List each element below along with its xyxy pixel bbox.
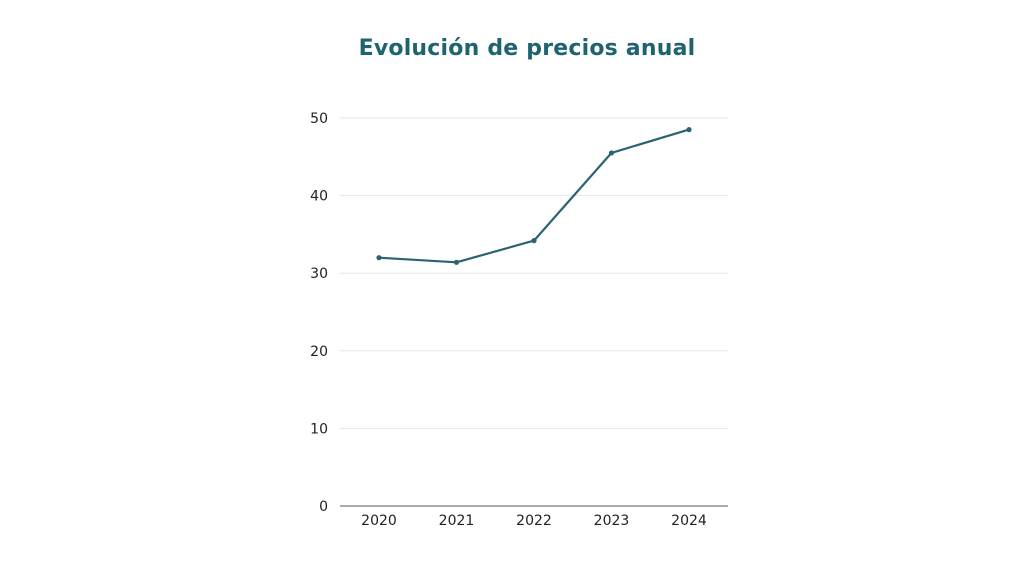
y-axis-tick-labels: 0 10 20 30 40 50: [310, 111, 328, 515]
data-point-2022: [531, 238, 537, 244]
series-layer: [376, 127, 692, 265]
data-point-2023: [608, 150, 615, 156]
x-tick-label: 2023: [594, 513, 630, 529]
x-tick-label: 2021: [439, 513, 475, 529]
x-tick-label: 2022: [516, 513, 552, 529]
data-point-2021: [453, 259, 460, 265]
gridlines: [340, 117, 728, 429]
data-point-2024: [686, 127, 692, 133]
x-axis-tick-labels: 2020 2021 2022 2023 2024: [361, 513, 707, 529]
y-tick-label: 10: [310, 421, 328, 437]
y-tick-label: 20: [310, 344, 328, 360]
x-tick-label: 2024: [671, 513, 707, 529]
data-point-2020: [376, 255, 382, 261]
y-tick-label: 30: [310, 266, 328, 282]
chart-title: Evolución de precios anual: [358, 36, 696, 61]
y-tick-label: 50: [310, 111, 328, 127]
y-tick-label: 40: [310, 189, 328, 205]
y-tick-label: 0: [319, 499, 328, 515]
x-tick-label: 2020: [361, 513, 397, 529]
